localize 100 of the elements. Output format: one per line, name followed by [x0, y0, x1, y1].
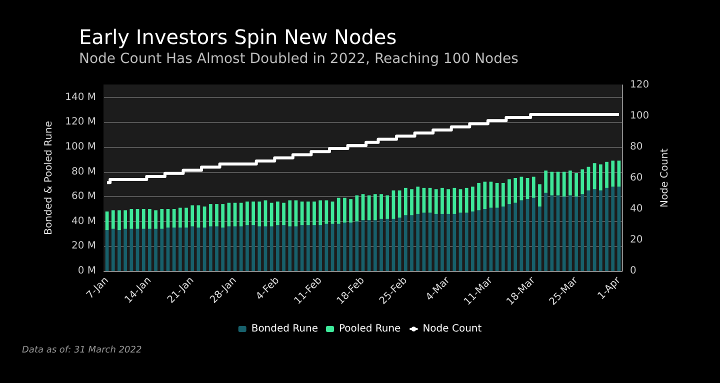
bar — [611, 160, 615, 187]
bar — [349, 199, 352, 223]
bar — [367, 195, 371, 220]
bar — [464, 188, 468, 213]
bar — [130, 228, 134, 271]
bar — [508, 179, 511, 204]
bar — [208, 204, 212, 226]
y-tick-label: 20 M — [71, 240, 96, 252]
bar — [550, 172, 554, 196]
y2-axis-title: Node Count — [659, 148, 670, 208]
bar — [440, 188, 444, 214]
bar — [580, 194, 584, 271]
bar — [202, 228, 206, 271]
legend-label: Pooled Rune — [339, 324, 401, 334]
bar — [355, 195, 359, 222]
bar — [343, 222, 346, 271]
bar — [270, 202, 274, 226]
bar — [452, 188, 456, 214]
bar — [184, 228, 188, 271]
bar — [592, 189, 596, 271]
bar — [440, 214, 444, 271]
bar — [160, 228, 164, 271]
bar — [190, 226, 194, 271]
bar — [605, 188, 608, 271]
y-tick-label: 140 M — [65, 92, 96, 103]
bar — [148, 209, 152, 229]
bar — [598, 164, 602, 190]
bar — [154, 228, 158, 271]
y2-tick-label: 120 — [630, 80, 650, 90]
legend-label: Bonded Rune — [251, 324, 318, 334]
bar — [111, 228, 115, 271]
y2-tick-label: 80 — [630, 142, 643, 152]
bar — [532, 198, 536, 271]
bar — [312, 202, 316, 226]
bar — [568, 195, 572, 271]
bar — [154, 210, 158, 229]
bar — [464, 212, 468, 271]
bar — [562, 196, 566, 271]
bar — [483, 209, 487, 271]
bar — [611, 186, 615, 271]
bar — [178, 208, 182, 228]
bar — [166, 228, 170, 271]
bar — [288, 200, 292, 226]
bar — [208, 226, 212, 271]
bar — [434, 214, 438, 271]
bar — [258, 226, 262, 271]
bar — [568, 170, 572, 196]
bar — [252, 202, 255, 226]
bar — [355, 221, 359, 271]
bar — [276, 225, 280, 271]
bar — [416, 214, 420, 271]
bar — [361, 220, 365, 271]
bar — [246, 202, 249, 226]
bar — [574, 196, 578, 271]
bar — [386, 195, 390, 219]
bar — [246, 225, 249, 271]
bar — [221, 228, 225, 271]
bar — [386, 218, 390, 271]
y-tick-label: 60 M — [71, 191, 96, 202]
bar — [422, 212, 426, 271]
bar — [380, 218, 383, 271]
bar — [349, 222, 352, 271]
bar — [404, 215, 408, 271]
bar — [489, 182, 493, 208]
bar — [495, 182, 499, 208]
bar — [130, 209, 134, 229]
bar — [184, 208, 188, 228]
bar — [452, 214, 456, 271]
bar — [508, 204, 511, 271]
y-tick-label: 80 M — [71, 166, 96, 178]
y-tick-label: 0 M — [78, 266, 96, 276]
bar — [239, 202, 243, 226]
bar — [221, 204, 225, 228]
bar — [172, 209, 176, 228]
bar — [598, 190, 602, 271]
chart-subtitle: Node Count Has Almost Doubled in 2022, Reaching 100 Nodes — [79, 51, 518, 67]
bar — [410, 189, 414, 216]
bar — [538, 206, 542, 271]
y2-tick-label: 40 — [630, 204, 643, 214]
bar — [380, 194, 383, 219]
bar — [215, 204, 218, 226]
bar — [288, 226, 292, 271]
y2-tick-label: 60 — [630, 172, 643, 184]
bar — [215, 226, 218, 271]
bar — [550, 195, 554, 271]
bar — [416, 186, 420, 214]
bar — [446, 214, 450, 271]
bar — [544, 192, 548, 271]
bar — [514, 202, 518, 271]
bar — [142, 228, 146, 271]
bar — [124, 228, 128, 271]
bar — [111, 210, 115, 229]
bar — [330, 202, 334, 224]
bar — [124, 210, 128, 229]
bar — [148, 228, 152, 271]
bar — [562, 172, 566, 197]
bar — [544, 170, 548, 193]
y-tick-label: 120 M — [65, 116, 96, 128]
bar — [483, 182, 487, 209]
bar — [172, 228, 176, 271]
